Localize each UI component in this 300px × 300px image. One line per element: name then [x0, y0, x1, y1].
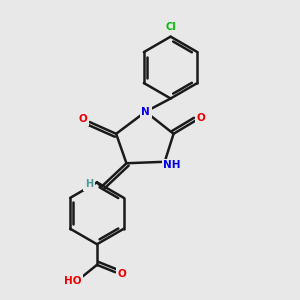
Text: O: O [196, 112, 205, 123]
Text: Cl: Cl [165, 22, 176, 32]
Text: N: N [141, 107, 150, 117]
Text: HO: HO [64, 276, 81, 286]
Text: H: H [85, 179, 93, 190]
Text: NH: NH [163, 160, 181, 170]
Text: O: O [79, 114, 88, 124]
Text: O: O [117, 269, 126, 279]
